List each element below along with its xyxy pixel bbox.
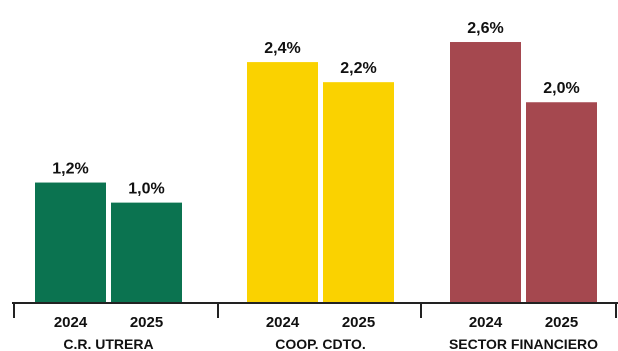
x-tick-label: 2025 [342, 314, 375, 331]
data-label: 1,2% [52, 161, 88, 178]
bar [526, 102, 597, 303]
group-label: C.R. UTRERA [63, 336, 153, 351]
x-tick-labels: 2024 2025 2024 2025 2024 2025 [54, 314, 578, 331]
bar [35, 182, 106, 303]
group-label: SECTOR FINANCIERO [449, 336, 598, 351]
bar [323, 82, 394, 303]
x-axis-ticks [13, 303, 617, 318]
x-tick-label: 2024 [469, 314, 503, 331]
x-tick-label: 2024 [266, 314, 300, 331]
bar [111, 202, 182, 303]
group-label: COOP. CDTO. [275, 336, 366, 351]
bars-layer [35, 42, 597, 304]
group-labels: C.R. UTRERA COOP. CDTO. SECTOR FINANCIERO [63, 336, 598, 351]
data-label: 2,0% [543, 80, 579, 97]
x-tick-label: 2024 [54, 314, 88, 331]
bar [247, 62, 318, 303]
data-label: 2,4% [264, 40, 300, 57]
data-label: 2,6% [467, 20, 503, 37]
x-tick-label: 2025 [545, 314, 578, 331]
bar [450, 42, 521, 304]
value-labels-layer: 1,2% 1,0% 2,4% 2,2% 2,6% 2,0% [52, 20, 579, 198]
x-tick-label: 2025 [130, 314, 163, 331]
data-label: 1,0% [128, 181, 164, 198]
data-label: 2,2% [340, 60, 376, 77]
